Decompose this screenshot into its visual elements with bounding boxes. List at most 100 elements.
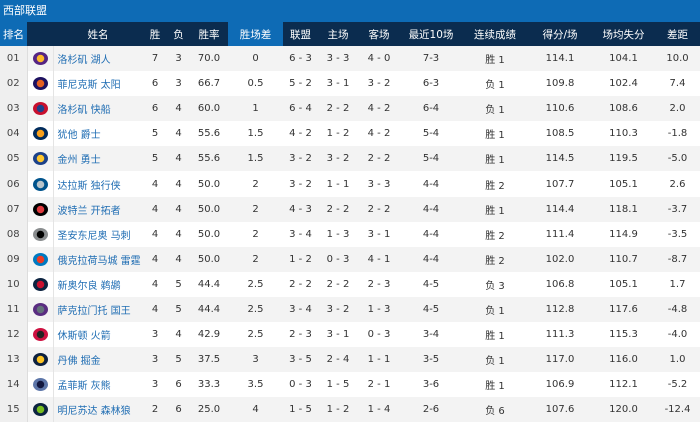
cell-losses: 4 [167,221,190,247]
cell-points-per-game: 108.5 [528,121,592,147]
cell-wins: 4 [143,246,167,272]
cell-losses: 6 [167,372,190,398]
cell-away: 1 - 3 [358,296,400,323]
cell-point-diff: -5.2 [655,372,700,398]
cell-points-per-game: 117.0 [528,347,592,373]
cell-losses: 5 [167,347,190,373]
cell-games-behind: 2 [228,246,283,272]
cell-streak: 胜 2 [462,171,528,197]
cell-point-diff: -3.5 [655,221,700,247]
team-name-link[interactable]: 明尼苏达 森林狼 [53,397,143,422]
cell-home: 3 - 1 [318,71,358,97]
cell-last-10: 4-5 [400,271,462,297]
cell-win-pct: 44.4 [190,296,228,323]
cell-logo [27,397,54,422]
cell-rank: 11 [0,296,28,323]
cell-games-behind: 4 [228,397,283,422]
team-name-link[interactable]: 孟菲斯 灰熊 [53,372,143,398]
team-name-link[interactable]: 新奥尔良 鹈鹕 [53,271,143,297]
standings-table: 排名 姓名胜负胜率 胜场差 联盟 主场 客场 最近10场 连续成绩 得分/场 场均失分 差距 01 洛… [0,22,700,422]
cell-wins: 3 [143,347,167,373]
cell-rank: 03 [0,96,28,122]
cell-conference: 5 - 2 [283,71,318,97]
cell-away: 4 - 1 [358,246,400,272]
cell-losses: 3 [167,46,190,72]
header-rank[interactable]: 排名 [0,22,27,46]
cell-point-diff: 2.6 [655,171,700,197]
team-name-link[interactable]: 达拉斯 独行侠 [53,171,143,197]
cell-point-diff: -8.7 [655,246,700,272]
cell-logo [27,246,54,272]
cell-logo [27,71,54,97]
cell-games-behind: 2 [228,196,283,222]
cell-logo [27,46,54,72]
cell-home: 1 - 5 [318,372,358,398]
cell-games-behind: 2 [228,171,283,197]
team-name-link[interactable]: 洛杉矶 快船 [53,96,143,122]
team-name-link[interactable]: 俄克拉荷马城 雷霆 [53,246,143,272]
cell-conference: 3 - 4 [283,221,318,247]
cell-points-per-game: 109.8 [528,71,592,97]
cell-opp-points-per-game: 119.5 [592,146,655,172]
cell-conference: 2 - 3 [283,322,318,348]
cell-streak: 胜 2 [462,246,528,272]
team-name-link[interactable]: 休斯顿 火箭 [53,322,143,348]
cell-home: 2 - 4 [318,347,358,373]
cell-opp-points-per-game: 116.0 [592,347,655,373]
cell-opp-points-per-game: 104.1 [592,46,655,72]
cell-wins: 4 [143,271,167,297]
team-name-link[interactable]: 萨克拉门托 国王 [53,296,143,323]
cell-points-per-game: 114.1 [528,46,592,72]
cell-rank: 01 [0,46,28,72]
cell-last-10: 3-5 [400,347,462,373]
team-name-link[interactable]: 波特兰 开拓者 [53,196,143,222]
cell-rank: 13 [0,347,28,373]
cell-streak: 胜 2 [462,221,528,247]
header-wins: 胜 [143,22,167,46]
cell-points-per-game: 102.0 [528,246,592,272]
cell-conference: 1 - 5 [283,397,318,422]
cell-games-behind: 3.5 [228,372,283,398]
team-name-link[interactable]: 圣安东尼奥 马刺 [53,221,143,247]
team-name-link[interactable]: 洛杉矶 湖人 [53,46,143,72]
cell-opp-points-per-game: 102.4 [592,71,655,97]
cell-win-pct: 70.0 [190,46,228,72]
team-name-link[interactable]: 丹佛 掘金 [53,347,143,373]
cell-conference: 3 - 2 [283,146,318,172]
cell-win-pct: 50.0 [190,171,228,197]
header-points-per-game: 得分/场 [528,22,592,46]
cell-logo [27,322,54,348]
cell-games-behind: 2.5 [228,296,283,323]
cell-streak: 胜 1 [462,146,528,172]
cell-points-per-game: 114.5 [528,146,592,172]
blazers-logo-icon [32,202,48,216]
cell-wins: 6 [143,71,167,97]
cell-games-behind: 2.5 [228,271,283,297]
cell-rank: 08 [0,221,28,247]
cell-logo [27,121,54,147]
team-name-link[interactable]: 犹他 爵士 [53,121,143,147]
kings-logo-icon [32,302,48,316]
cell-point-diff: 7.4 [655,71,700,97]
cell-win-pct: 37.5 [190,347,228,373]
cell-logo [27,347,54,373]
cell-last-10: 6-4 [400,96,462,122]
team-name-link[interactable]: 菲尼克斯 太阳 [53,71,143,97]
header-losses: 负 [167,22,190,46]
team-name-link[interactable]: 金州 勇士 [53,146,143,172]
cell-games-behind: 2.5 [228,322,283,348]
cell-opp-points-per-game: 112.1 [592,372,655,398]
cell-last-10: 2-6 [400,397,462,422]
header-away: 客场 [358,22,400,46]
cell-last-10: 5-4 [400,146,462,172]
header-games-behind[interactable]: 胜场差 [228,22,283,46]
cell-win-pct: 60.0 [190,96,228,122]
cell-points-per-game: 107.6 [528,397,592,422]
